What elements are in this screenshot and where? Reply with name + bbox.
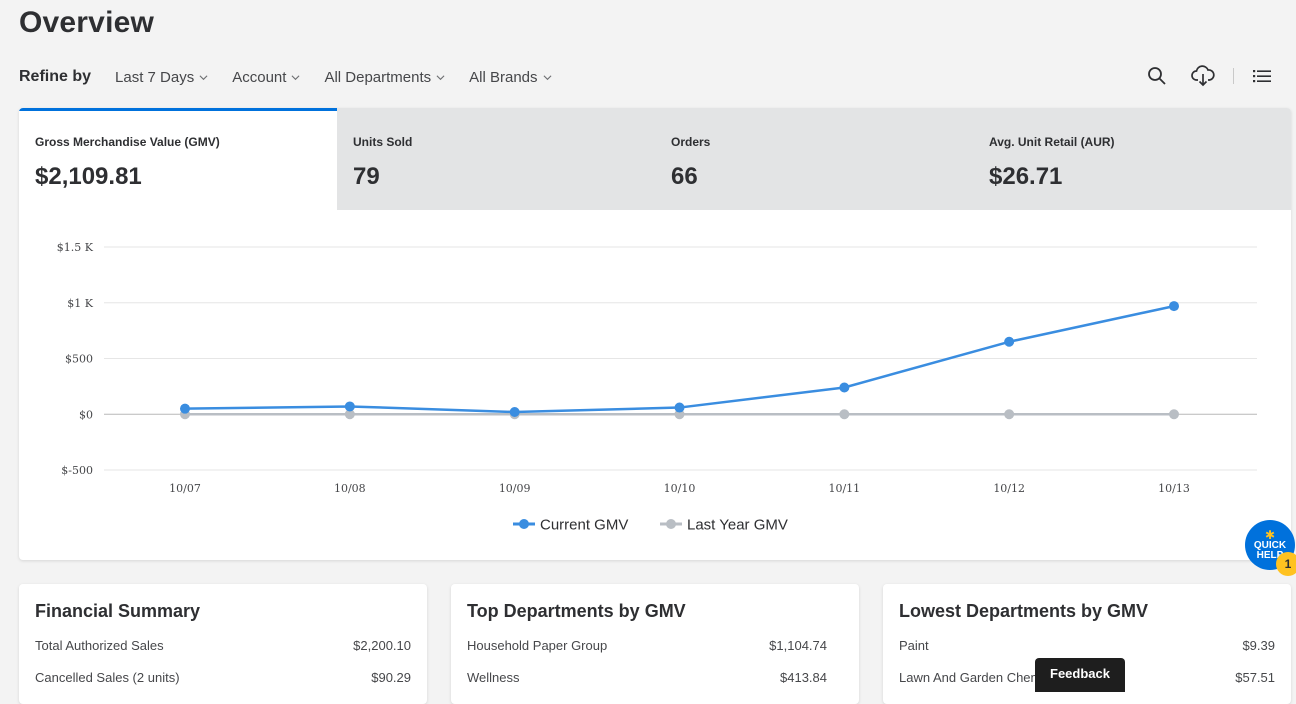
y-tick-label: $1.5 K <box>57 241 94 254</box>
row-label: Cancelled Sales (2 units) <box>35 670 180 685</box>
gmv-line-chart: $1.5 K $1 K $500 $0 $-500 10/07 10/08 10/09 10/1… <box>57 241 1257 534</box>
chevron-down-icon <box>291 74 300 80</box>
card-title: Financial Summary <box>35 601 201 621</box>
kpi-value: 66 <box>671 163 698 190</box>
feedback-button[interactable]: Feedback <box>1035 658 1125 692</box>
filter-date-range[interactable]: Last 7 Days <box>115 69 208 86</box>
series-line <box>184 304 1175 414</box>
download-button[interactable] <box>1191 64 1215 88</box>
filter-brands-label: All Brands <box>469 68 538 86</box>
financial-summary-card: Financial Summary Total Authorized Sales… <box>19 584 427 704</box>
row-value: $57.51 <box>1235 670 1275 685</box>
row-value: $413.84 <box>780 670 827 685</box>
list-item: Paint $9.39 <box>899 638 1275 670</box>
spark-icon: ✱ <box>1264 527 1276 542</box>
top-departments-card: Top Departments by GMV Household Paper G… <box>451 584 859 704</box>
metrics-card: Gross Merchandise Value (GMV) $2,109.81 … <box>19 108 1291 560</box>
kpi-tab-units-sold[interactable]: Units Sold 79 <box>337 108 655 210</box>
data-point <box>1169 301 1179 312</box>
search-button[interactable] <box>1145 64 1169 88</box>
legend-marker <box>519 519 529 529</box>
x-tick-label: 10/10 <box>664 482 696 495</box>
data-point <box>839 409 850 420</box>
menu-button[interactable] <box>1250 64 1274 88</box>
data-point <box>1169 409 1179 420</box>
list-item: Total Authorized Sales $2,200.10 <box>35 638 411 670</box>
data-point <box>344 409 355 420</box>
legend-label: Last Year GMV <box>687 517 788 534</box>
row-label: Wellness <box>467 670 520 685</box>
card-title: Lowest Departments by GMV <box>899 601 1149 621</box>
kpi-tab-orders[interactable]: Orders 66 <box>655 108 973 210</box>
kpi-tab-gmv[interactable]: Gross Merchandise Value (GMV) $2,109.81 <box>19 108 337 210</box>
row-value: $9.39 <box>1242 638 1275 653</box>
list-item: Household Paper Group $1,104.74 <box>467 638 843 670</box>
x-tick-label: 10/08 <box>334 482 366 495</box>
data-point <box>344 401 355 412</box>
filter-brands[interactable]: All Brands <box>469 68 552 86</box>
row-value: $2,200.10 <box>353 638 411 653</box>
filter-departments-label: All Departments <box>324 68 432 86</box>
legend-marker <box>666 519 676 529</box>
data-point <box>180 403 190 414</box>
chevron-down-icon <box>436 74 445 80</box>
kpi-label: Units Sold <box>353 135 413 149</box>
list-item: Wellness $413.84 <box>467 670 843 702</box>
kpi-tab-aur[interactable]: Avg. Unit Retail (AUR) $26.71 <box>973 108 1291 210</box>
data-point <box>674 402 685 413</box>
kpi-value: $2,109.81 <box>35 163 142 190</box>
kpi-label: Orders <box>671 135 711 149</box>
list-item: Cancelled Sales (2 units) $90.29 <box>35 670 411 702</box>
x-tick-label: 10/11 <box>828 482 860 495</box>
filter-account[interactable]: Account <box>232 69 300 86</box>
filter-date-range-label: Last 7 Days <box>115 68 195 86</box>
y-tick-label: $1 K <box>67 297 93 310</box>
y-tick-label: $500 <box>65 353 93 366</box>
x-tick-label: 10/09 <box>499 482 531 495</box>
filter-account-label: Account <box>232 68 287 86</box>
row-value: $1,104.74 <box>769 638 827 653</box>
quick-help-badge: 1 <box>1276 552 1296 576</box>
data-point <box>839 382 850 393</box>
quick-help-line1: QUICK <box>1253 539 1287 551</box>
row-label: Household Paper Group <box>467 638 608 653</box>
toolbar-divider <box>1233 68 1234 84</box>
quick-help-line2: HELP <box>1256 549 1284 561</box>
list-icon <box>1253 70 1271 83</box>
y-tick-label: $-500 <box>61 464 93 477</box>
row-value: $90.29 <box>371 670 411 685</box>
toolbar <box>1145 64 1274 88</box>
chevron-down-icon <box>199 74 208 80</box>
data-point <box>1004 409 1015 420</box>
data-point <box>509 407 520 418</box>
quick-help-button[interactable]: ✱ QUICK HELP <box>1245 520 1295 570</box>
data-point <box>1004 336 1015 347</box>
page-title: Overview <box>19 6 155 39</box>
x-tick-label: 10/12 <box>993 482 1025 495</box>
kpi-label: Avg. Unit Retail (AUR) <box>989 135 1115 149</box>
kpi-value: 79 <box>353 163 380 190</box>
kpi-value: $26.71 <box>989 163 1063 190</box>
refine-label: Refine by <box>19 68 92 85</box>
kpi-tabs: Gross Merchandise Value (GMV) $2,109.81 … <box>19 108 1291 210</box>
search-icon <box>1148 67 1166 85</box>
x-tick-label: 10/07 <box>169 482 201 495</box>
row-label: Total Authorized Sales <box>35 638 164 653</box>
filter-departments[interactable]: All Departments <box>324 69 445 86</box>
card-title: Top Departments by GMV <box>467 601 686 621</box>
lowest-departments-card: Lowest Departments by GMV Paint $9.39 La… <box>883 584 1291 704</box>
legend-label: Current GMV <box>540 517 628 534</box>
row-label: Lawn And Garden Chemicals <box>899 670 1068 685</box>
kpi-label: Gross Merchandise Value (GMV) <box>35 135 220 149</box>
refine-bar: Refine by Last 7 Days Account All Depart… <box>19 64 1296 88</box>
y-tick-label: $0 <box>79 408 93 421</box>
cloud-download-icon <box>1191 65 1215 87</box>
chevron-down-icon <box>543 74 552 80</box>
x-tick-label: 10/13 <box>1158 482 1190 495</box>
row-label: Paint <box>899 638 929 653</box>
list-item: Lawn And Garden Chemicals $57.51 <box>899 670 1275 702</box>
